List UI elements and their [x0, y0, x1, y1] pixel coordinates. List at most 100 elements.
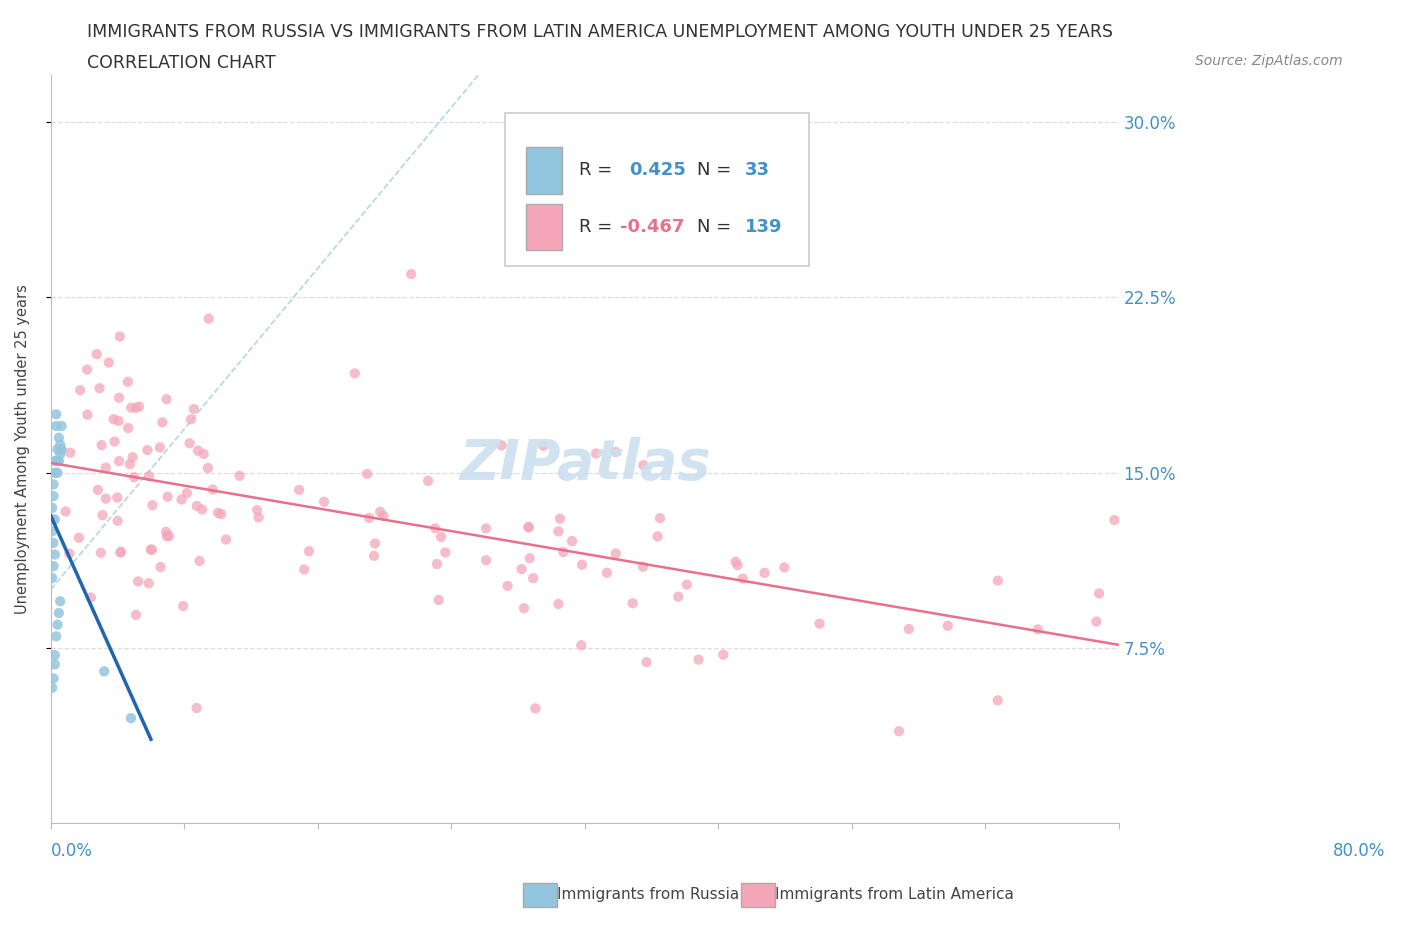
Point	[118, 457, 141, 472]
Point	[127, 574, 149, 589]
Text: N =: N =	[697, 219, 737, 236]
Point	[105, 490, 128, 505]
Point	[44, 647, 66, 662]
Point	[359, 511, 381, 525]
Point	[87, 483, 110, 498]
Point	[150, 415, 173, 430]
Point	[42, 477, 65, 492]
Point	[46, 618, 69, 632]
Point	[42, 536, 65, 551]
Point	[110, 544, 132, 559]
FancyBboxPatch shape	[526, 204, 562, 250]
Point	[553, 545, 575, 560]
Point	[731, 571, 754, 586]
Point	[228, 469, 250, 484]
Point	[149, 560, 172, 575]
Point	[727, 558, 749, 573]
Text: 0.0%: 0.0%	[51, 842, 93, 860]
Point	[246, 503, 269, 518]
Point	[76, 407, 98, 422]
Text: Source: ZipAtlas.com: Source: ZipAtlas.com	[1195, 54, 1343, 68]
Point	[288, 483, 311, 498]
Point	[48, 454, 70, 469]
Point	[103, 434, 125, 449]
Point	[117, 420, 139, 435]
Point	[187, 444, 209, 458]
Point	[156, 489, 179, 504]
Point	[44, 454, 66, 469]
Text: R =: R =	[579, 219, 619, 236]
Point	[621, 596, 644, 611]
Point	[531, 438, 554, 453]
Point	[136, 443, 159, 458]
Point	[496, 578, 519, 593]
Point	[605, 445, 627, 459]
Point	[120, 400, 142, 415]
Point	[91, 508, 114, 523]
Text: 33: 33	[745, 162, 770, 179]
Point	[49, 443, 72, 458]
Point	[125, 401, 148, 416]
Point	[524, 701, 547, 716]
Y-axis label: Unemployment Among Youth under 25 years: Unemployment Among Youth under 25 years	[15, 285, 30, 615]
Point	[416, 473, 439, 488]
Point	[76, 362, 98, 377]
Point	[176, 485, 198, 500]
Text: Immigrants from Russia: Immigrants from Russia	[557, 887, 740, 902]
Point	[936, 618, 959, 633]
Text: Immigrants from Latin America: Immigrants from Latin America	[775, 887, 1014, 902]
Point	[561, 534, 583, 549]
Point	[434, 545, 457, 560]
Point	[93, 664, 115, 679]
Point	[519, 551, 541, 565]
Point	[247, 510, 270, 525]
Point	[69, 382, 91, 397]
Point	[1104, 512, 1126, 527]
Point	[108, 454, 131, 469]
Point	[364, 536, 387, 551]
Point	[46, 454, 69, 469]
Point	[666, 590, 689, 604]
Text: ZIPatlas: ZIPatlas	[458, 437, 710, 491]
Point	[180, 412, 202, 427]
Point	[46, 465, 69, 480]
Point	[157, 528, 180, 543]
Point	[711, 647, 734, 662]
Point	[312, 494, 335, 509]
Point	[373, 509, 395, 524]
Point	[522, 571, 544, 586]
Point	[49, 437, 72, 452]
Point	[510, 562, 533, 577]
Point	[41, 570, 63, 585]
Point	[45, 629, 67, 644]
Point	[149, 440, 172, 455]
Point	[44, 465, 66, 480]
Point	[547, 524, 569, 538]
Point	[42, 671, 65, 685]
Point	[141, 498, 163, 512]
Text: CORRELATION CHART: CORRELATION CHART	[87, 54, 276, 72]
Point	[426, 556, 449, 571]
Point	[186, 700, 208, 715]
Point	[48, 605, 70, 620]
Text: 80.0%: 80.0%	[1333, 842, 1385, 860]
Point	[188, 553, 211, 568]
Point	[201, 482, 224, 497]
FancyBboxPatch shape	[505, 113, 808, 266]
Point	[128, 399, 150, 414]
Point	[41, 512, 63, 527]
Point	[107, 414, 129, 429]
Text: N =: N =	[697, 162, 737, 179]
Point	[987, 693, 1010, 708]
Point	[1026, 622, 1049, 637]
Point	[808, 617, 831, 631]
Point	[138, 469, 160, 484]
Point	[517, 520, 540, 535]
Point	[548, 512, 571, 526]
Point	[605, 546, 627, 561]
Point	[42, 488, 65, 503]
Point	[59, 445, 82, 460]
Point	[94, 491, 117, 506]
Point	[108, 329, 131, 344]
Point	[108, 391, 131, 405]
